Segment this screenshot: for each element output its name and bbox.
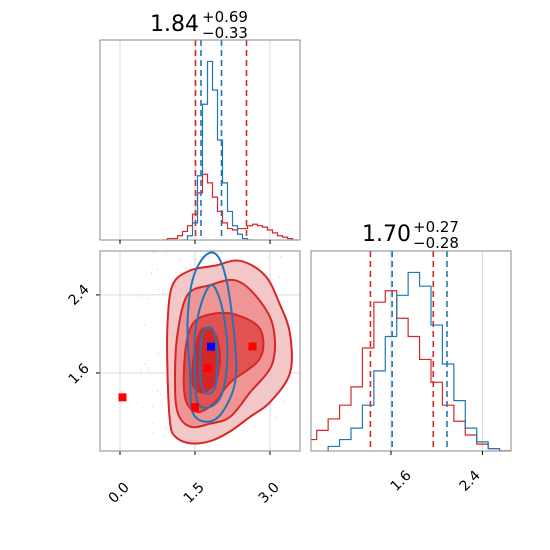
scatter-point [280,255,282,258]
scatter-point [274,416,276,418]
hist-series-1 [327,271,511,451]
panel-contour [96,250,301,455]
scatter-point [162,292,164,294]
xtick-label-1: 1.5 [181,480,208,507]
x-ticklabels-contour: 0.0 1.5 3.0 [106,480,283,507]
ytick-label-0: 1.6 [66,361,93,388]
title-param2: 1.70 [362,222,411,247]
scatter-point [207,256,210,258]
scatter-point [185,267,187,269]
panel-hist-param2 [310,250,512,455]
title-param1: 1.84 [150,12,199,37]
scatter-point [148,369,151,372]
scatter-point [143,324,146,326]
x-ticklabels-hist2: 1.6 2.4 [388,468,484,495]
scatter-point [144,363,147,366]
scatter-point [163,435,166,437]
scatter-point [164,428,167,431]
marker-2 [203,364,212,373]
panel-br-frame [310,250,512,452]
scatter-point [278,276,280,278]
marker-1 [191,403,199,412]
hist-series-0 [162,173,298,240]
scatter-point [151,263,153,266]
scatter-point [282,400,285,403]
panel-hist-param1 [99,39,301,244]
scatter-point [146,367,149,369]
marker-3 [248,342,257,351]
xtick-label-0: 0.0 [106,480,133,507]
title-param2-upper: +0.27 [413,218,459,236]
scatter-point [156,390,159,392]
scatter-point [179,258,181,260]
hist-series-0 [311,290,511,451]
ytick-label-1: 2.4 [66,282,93,309]
scatter-point [151,431,154,434]
scatter-point [140,295,143,297]
scatter-point [151,422,154,425]
marker-0 [118,393,127,402]
scatter-point [146,359,148,361]
scatter-point [140,368,142,371]
scatter-point [189,263,192,265]
panel-tl-frame [99,39,301,241]
hist-series-group [311,251,511,451]
scatter-point [157,353,159,355]
scatter-point [220,252,223,254]
hist-series-group [162,40,298,240]
scatter-point [157,268,159,271]
contour-1-level-2 [198,326,219,395]
contour-1-level-0 [186,251,238,423]
scatter-point [152,251,155,254]
xtick-label-hist2-0: 1.6 [388,468,415,495]
scatter-point [148,298,150,300]
title-param1-lower: −0.33 [202,24,248,42]
title-param2-lower: −0.28 [413,234,459,252]
scatter-point [265,408,268,411]
y-ticklabels-contour: 1.6 2.4 [66,282,93,388]
scatter-point [157,288,160,291]
scatter-point [142,406,145,409]
scatter-point [164,252,167,255]
panel-bl-frame [99,250,301,452]
scatter-point [150,272,153,274]
scatter-point [267,256,270,258]
scatter-point [165,426,168,428]
scatter-point [174,271,177,274]
scatter-point [151,405,154,407]
xtick-label-2: 3.0 [256,480,283,507]
xtick-label-hist2-1: 2.4 [457,468,484,495]
hist-series-1 [182,60,253,240]
scatter-point [257,265,259,268]
contour-1-level-1 [193,283,229,409]
title-param1-upper: +0.69 [202,8,248,26]
contour-series-group [118,251,293,445]
marker-4 [207,342,215,351]
scatter-point [159,394,162,396]
